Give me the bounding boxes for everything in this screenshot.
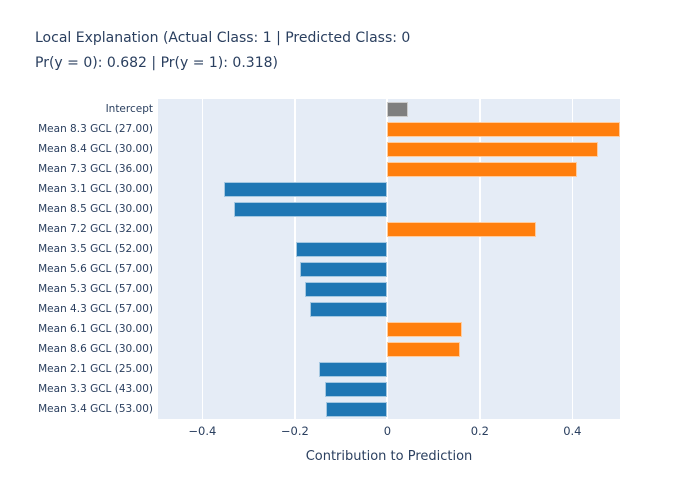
y-tick-label-4: Mean 3.1 GCL (30.00) <box>38 183 153 195</box>
contribution-bar-1[interactable] <box>387 121 620 137</box>
contribution-bar-2[interactable] <box>387 141 598 157</box>
zero-line <box>386 99 389 419</box>
contribution-bar-6[interactable] <box>387 221 536 237</box>
contribution-bar-5[interactable] <box>234 201 388 217</box>
contribution-bar-10[interactable] <box>309 301 388 317</box>
y-tick-label-10: Mean 4.3 GCL (57.00) <box>38 303 153 315</box>
chart-title-line2: Pr(y = 0): 0.682 | Pr(y = 1): 0.318) <box>35 55 278 71</box>
bar-row <box>158 279 620 299</box>
y-tick-label-3: Mean 7.3 GCL (36.00) <box>38 163 153 175</box>
x-tick-label-2: 0 <box>383 424 392 438</box>
bar-row <box>158 119 620 139</box>
y-tick-label-0: Intercept <box>105 103 153 115</box>
chart-title: Local Explanation (Actual Class: 1 | Pre… <box>35 26 410 76</box>
y-axis-labels: Intercept Mean 8.3 GCL (27.00) Mean 8.4 GC… <box>0 99 153 419</box>
bar-row <box>158 219 620 239</box>
x-tick-label-3: 0.2 <box>470 424 489 438</box>
bar-row <box>158 299 620 319</box>
bar-row <box>158 239 620 259</box>
y-tick-label-1: Mean 8.3 GCL (27.00) <box>38 123 153 135</box>
y-tick-label-12: Mean 8.6 GCL (30.00) <box>38 343 153 355</box>
bar-row <box>158 379 620 399</box>
y-tick-label-15: Mean 3.4 GCL (53.00) <box>38 403 153 415</box>
contribution-bar-8[interactable] <box>299 261 388 277</box>
x-gridline <box>201 99 204 419</box>
y-tick-label-13: Mean 2.1 GCL (25.00) <box>38 363 153 375</box>
chart-title-line1: Local Explanation (Actual Class: 1 | Pre… <box>35 30 411 46</box>
bar-row <box>158 259 620 279</box>
x-tick-label-0: −0.4 <box>188 424 217 438</box>
contribution-bar-11[interactable] <box>387 321 463 337</box>
x-tick-label-4: 0.4 <box>563 424 582 438</box>
y-tick-label-11: Mean 6.1 GCL (30.00) <box>38 323 153 335</box>
x-gridline <box>571 99 574 419</box>
x-axis-title: Contribution to Prediction <box>305 449 473 464</box>
y-tick-label-2: Mean 8.4 GCL (30.00) <box>38 143 153 155</box>
x-tick-label-1: −0.2 <box>280 424 309 438</box>
contribution-bar-14[interactable] <box>324 381 388 397</box>
bar-row <box>158 139 620 159</box>
plot-area <box>158 99 620 419</box>
contribution-bar-3[interactable] <box>387 161 577 177</box>
contribution-bar-0[interactable] <box>387 101 409 117</box>
y-tick-label-8: Mean 5.6 GCL (57.00) <box>38 263 153 275</box>
x-gridline <box>479 99 481 419</box>
contribution-bar-13[interactable] <box>318 361 388 377</box>
contribution-bar-7[interactable] <box>295 241 388 257</box>
contribution-bar-9[interactable] <box>305 281 388 297</box>
bar-row <box>158 399 620 419</box>
contribution-bar-12[interactable] <box>387 341 460 357</box>
bar-row <box>158 99 620 119</box>
x-gridline <box>294 99 296 419</box>
bar-row <box>158 159 620 179</box>
contribution-bar-4[interactable] <box>224 181 388 197</box>
y-tick-label-9: Mean 5.3 GCL (57.00) <box>38 283 153 295</box>
bar-row <box>158 359 620 379</box>
bar-row <box>158 199 620 219</box>
y-tick-label-5: Mean 8.5 GCL (30.00) <box>38 203 153 215</box>
bar-row <box>158 179 620 199</box>
y-tick-label-7: Mean 3.5 GCL (52.00) <box>38 243 153 255</box>
contribution-bar-15[interactable] <box>325 401 388 417</box>
bar-row <box>158 319 620 339</box>
bar-row <box>158 339 620 359</box>
y-tick-label-14: Mean 3.3 GCL (43.00) <box>38 383 153 395</box>
y-tick-label-6: Mean 7.2 GCL (32.00) <box>38 223 153 235</box>
